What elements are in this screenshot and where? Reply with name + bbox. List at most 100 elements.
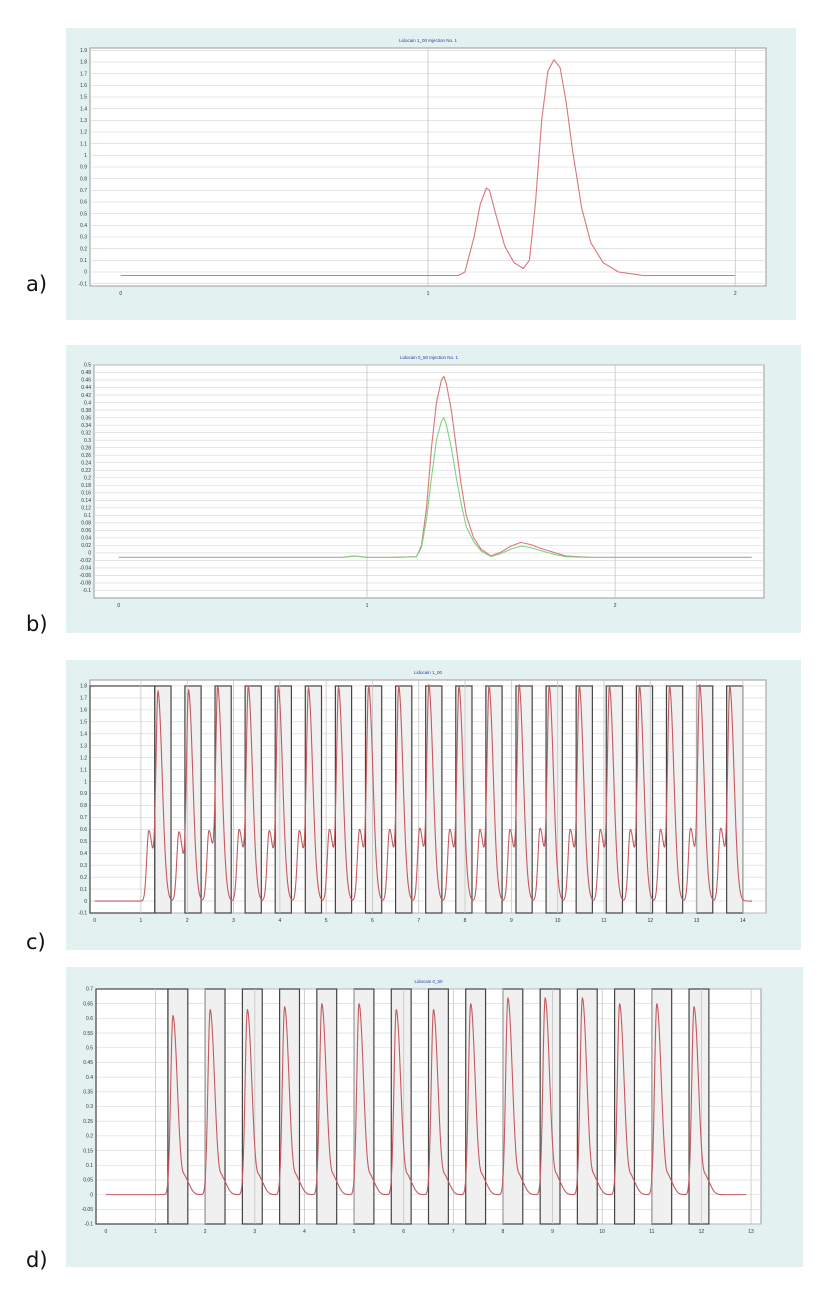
series-line-2 xyxy=(118,417,752,558)
y-tick-label: 0 xyxy=(84,899,87,905)
y-tick-label: 0.05 xyxy=(83,1178,93,1184)
y-tick-label: 0.15 xyxy=(83,1148,93,1154)
y-tick-label: 0.36 xyxy=(81,415,91,421)
x-tick-label: 1 xyxy=(140,918,143,924)
y-tick-label: 0.6 xyxy=(80,200,87,206)
x-tick-label: 5 xyxy=(353,1229,356,1235)
x-tick-label: 12 xyxy=(699,1229,705,1235)
series-line-1 xyxy=(105,997,747,1196)
x-tick-label: 9 xyxy=(510,918,513,924)
x-tick-label: 2 xyxy=(186,918,189,924)
y-tick-label: 0.7 xyxy=(80,815,87,821)
y-tick-label: 0.25 xyxy=(83,1119,93,1125)
interval-band xyxy=(539,988,561,1225)
x-tick-label: 7 xyxy=(452,1229,455,1235)
y-tick-label: 1 xyxy=(84,153,87,159)
y-tick-label: 0.6 xyxy=(80,827,87,833)
y-tick-label: 0.02 xyxy=(81,543,91,549)
y-tick-label: 0.12 xyxy=(81,506,91,512)
x-tick-label: 10 xyxy=(555,918,561,924)
y-tick-label: 1.3 xyxy=(80,743,87,749)
y-tick-label: -0.1 xyxy=(84,1222,93,1228)
y-tick-label: 0.16 xyxy=(81,490,91,496)
y-tick-label: 1.6 xyxy=(80,708,87,714)
y-tick-label: 1.5 xyxy=(80,720,87,726)
x-tick-label: 2 xyxy=(614,603,617,609)
y-tick-label: 0.3 xyxy=(86,1104,93,1110)
y-tick-label: 1.7 xyxy=(80,71,87,77)
x-tick-label: 3 xyxy=(253,1229,256,1235)
x-tick-label: 11 xyxy=(649,1229,654,1235)
chart-c: -0.1 0 0.1 0.2 0.3 0.4 0.5 0.6 0.7 0.8 0.9 1 1.1 1.2 1… xyxy=(66,660,801,950)
y-tick-label: 1.7 xyxy=(80,696,87,702)
y-tick-label: 0.1 xyxy=(86,1163,93,1169)
x-tick-label: 0 xyxy=(105,1229,108,1235)
y-tick-label: 1.4 xyxy=(80,106,87,112)
y-tick-label: -0.05 xyxy=(82,1207,94,1213)
y-tick-label: 0.46 xyxy=(81,378,91,384)
y-tick-label: 0.26 xyxy=(81,453,91,459)
y-tick-label: 1.2 xyxy=(80,130,87,136)
y-tick-label: 1.5 xyxy=(80,95,87,101)
y-tick-label: 0.4 xyxy=(86,1075,93,1081)
chart-title: Lidocain 1_00 xyxy=(414,670,443,675)
y-tick-label: 1.1 xyxy=(80,767,87,773)
y-tick-label: 1.8 xyxy=(80,684,87,690)
y-tick-label: -0.04 xyxy=(80,566,92,572)
y-tick-label: 0.55 xyxy=(83,1031,93,1037)
y-tick-label: 0.3 xyxy=(80,235,87,241)
y-tick-label: 0.5 xyxy=(80,211,87,217)
y-tick-label: 0.35 xyxy=(83,1090,93,1096)
y-tick-label: 0.22 xyxy=(81,468,91,474)
y-tick-label: 0.34 xyxy=(81,423,91,429)
interval-band xyxy=(502,988,524,1225)
panel-label-d: d) xyxy=(26,1248,48,1272)
y-tick-label: 0.1 xyxy=(80,887,87,893)
y-tick-label: 0.48 xyxy=(81,370,91,376)
y-tick-label: 0.32 xyxy=(81,430,91,436)
y-tick-label: 0.2 xyxy=(84,475,91,481)
y-tick-label: 0 xyxy=(88,551,91,557)
y-tick-label: 0.65 xyxy=(83,1001,93,1007)
panel-label-b: b) xyxy=(26,612,48,636)
y-tick-label: 0.08 xyxy=(81,521,91,527)
x-tick-label: 14 xyxy=(740,918,746,924)
x-tick-label: 0 xyxy=(93,918,96,924)
x-tick-label: 5 xyxy=(325,918,328,924)
y-tick-label: 0.18 xyxy=(81,483,91,489)
x-tick-label: 8 xyxy=(464,918,467,924)
y-tick-label: 0.06 xyxy=(81,528,91,534)
y-tick-label: 1.4 xyxy=(80,731,87,737)
y-tick-label: -0.1 xyxy=(78,911,87,917)
x-tick-label: 6 xyxy=(402,1229,405,1235)
x-tick-label: 13 xyxy=(748,1229,754,1235)
y-tick-label: 0.3 xyxy=(80,863,87,869)
interval-band xyxy=(651,988,673,1225)
x-tick-label: 7 xyxy=(417,918,420,924)
y-tick-label: 0.2 xyxy=(80,875,87,881)
y-tick-label: 0.1 xyxy=(80,258,87,264)
y-tick-label: 0.04 xyxy=(81,536,91,542)
y-tick-label: 0 xyxy=(84,270,87,276)
chart-a: -0.1 0 0.1 0.2 0.3 0.4 0.5 0.6 0.7 0.8 0.9 1 1.1 1.2 1… xyxy=(66,28,796,320)
x-tick-label: 0 xyxy=(117,603,120,609)
x-tick-label: 6 xyxy=(371,918,374,924)
interval-band xyxy=(576,988,598,1225)
y-tick-label: 0.8 xyxy=(80,176,87,182)
x-tick-label: 4 xyxy=(303,1229,306,1235)
x-tick-label: 12 xyxy=(647,918,653,924)
y-tick-label: 0.9 xyxy=(80,791,87,797)
interval-band xyxy=(316,988,338,1225)
y-tick-label: -0.1 xyxy=(82,588,91,594)
x-tick-label: 13 xyxy=(694,918,700,924)
y-tick-label: 0.5 xyxy=(84,363,91,369)
y-tick-label: 1.9 xyxy=(80,48,87,54)
y-tick-label: 0.4 xyxy=(80,851,87,857)
x-tick-label: 11 xyxy=(601,918,606,924)
chart-b: -0.1-0.08-0.06-0.04-0.0200.020.040.060.0… xyxy=(66,345,801,633)
interval-band xyxy=(614,988,636,1225)
y-tick-label: -0.08 xyxy=(80,581,92,587)
x-tick-label: 1 xyxy=(154,1229,157,1235)
x-tick-label: 0 xyxy=(119,291,122,297)
x-tick-label: 1 xyxy=(366,603,369,609)
